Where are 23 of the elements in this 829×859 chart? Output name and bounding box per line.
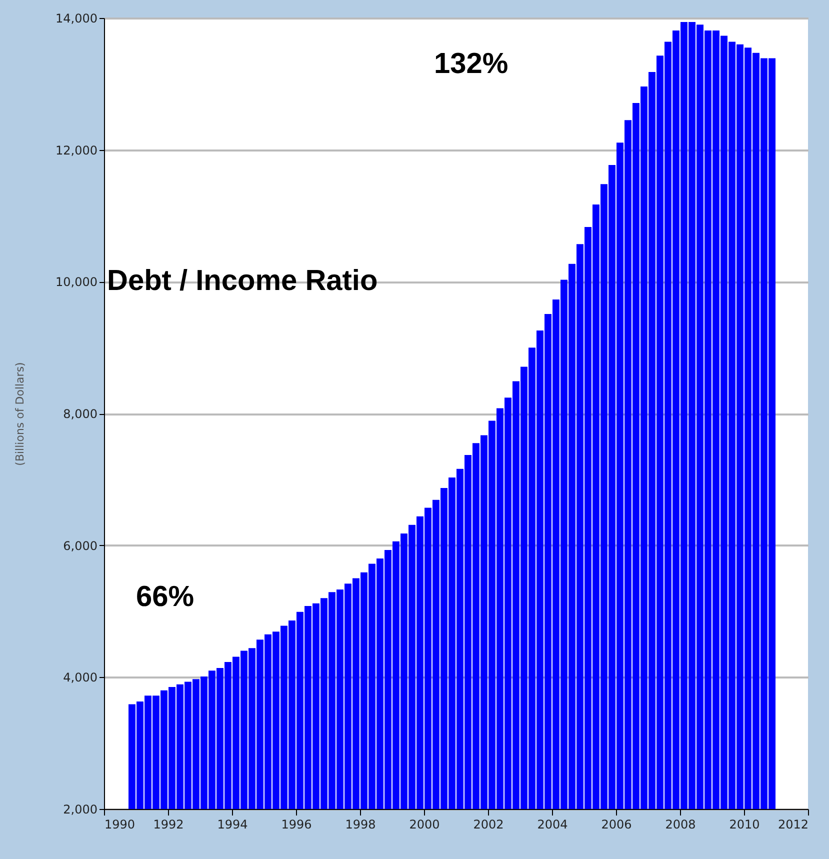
x-tick-label: 2006 bbox=[601, 818, 632, 832]
x-tick-label: 1996 bbox=[281, 818, 312, 832]
x-tick-label: 2000 bbox=[409, 818, 440, 832]
x-tick-label: 1998 bbox=[345, 818, 376, 832]
annotation: 132% bbox=[434, 48, 508, 80]
y-tick-label: 4,000 bbox=[63, 670, 98, 685]
y-tick-label: 6,000 bbox=[63, 538, 98, 553]
x-tick-label: 2004 bbox=[537, 818, 568, 832]
x-tick-label: 2008 bbox=[665, 818, 696, 832]
annotation: Debt / Income Ratio bbox=[107, 265, 378, 297]
y-tick-label: 14,000 bbox=[56, 12, 98, 26]
y-axis-title: (Billions of Dollars) bbox=[14, 362, 27, 466]
y-tick-label: 10,000 bbox=[56, 275, 98, 290]
x-tick-label: 2010 bbox=[729, 818, 760, 832]
x-tick-label: 1992 bbox=[153, 818, 184, 832]
x-tick-label: 1990 bbox=[104, 818, 136, 832]
annotation: 66% bbox=[136, 581, 194, 613]
x-tick-label: 2002 bbox=[473, 818, 504, 832]
y-tick-label: 12,000 bbox=[56, 143, 98, 158]
x-tick-label: 2012 bbox=[778, 818, 808, 832]
x-tick-label: 1994 bbox=[217, 818, 248, 832]
y-tick-label: 8,000 bbox=[63, 407, 98, 421]
y-tick-label: 2,000 bbox=[63, 802, 98, 816]
